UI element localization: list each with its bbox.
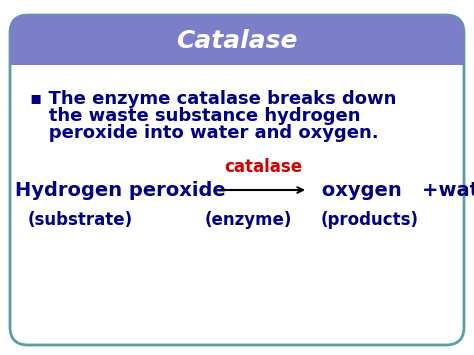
Text: (products): (products)	[321, 211, 419, 229]
Text: oxygen   +water: oxygen +water	[315, 180, 474, 200]
Text: the waste substance hydrogen: the waste substance hydrogen	[30, 107, 361, 125]
Bar	[10, 43, 464, 65]
Text: Hydrogen peroxide: Hydrogen peroxide	[15, 180, 226, 200]
Text: (substrate): (substrate)	[27, 211, 133, 229]
Text: Catalase: Catalase	[176, 29, 298, 53]
Text: catalase: catalase	[224, 158, 302, 176]
Text: (enzyme): (enzyme)	[204, 211, 292, 229]
FancyBboxPatch shape	[10, 15, 464, 345]
Text: ▪ The enzyme catalase breaks down: ▪ The enzyme catalase breaks down	[30, 90, 396, 108]
FancyBboxPatch shape	[10, 15, 464, 65]
Text: peroxide into water and oxygen.: peroxide into water and oxygen.	[30, 124, 379, 142]
